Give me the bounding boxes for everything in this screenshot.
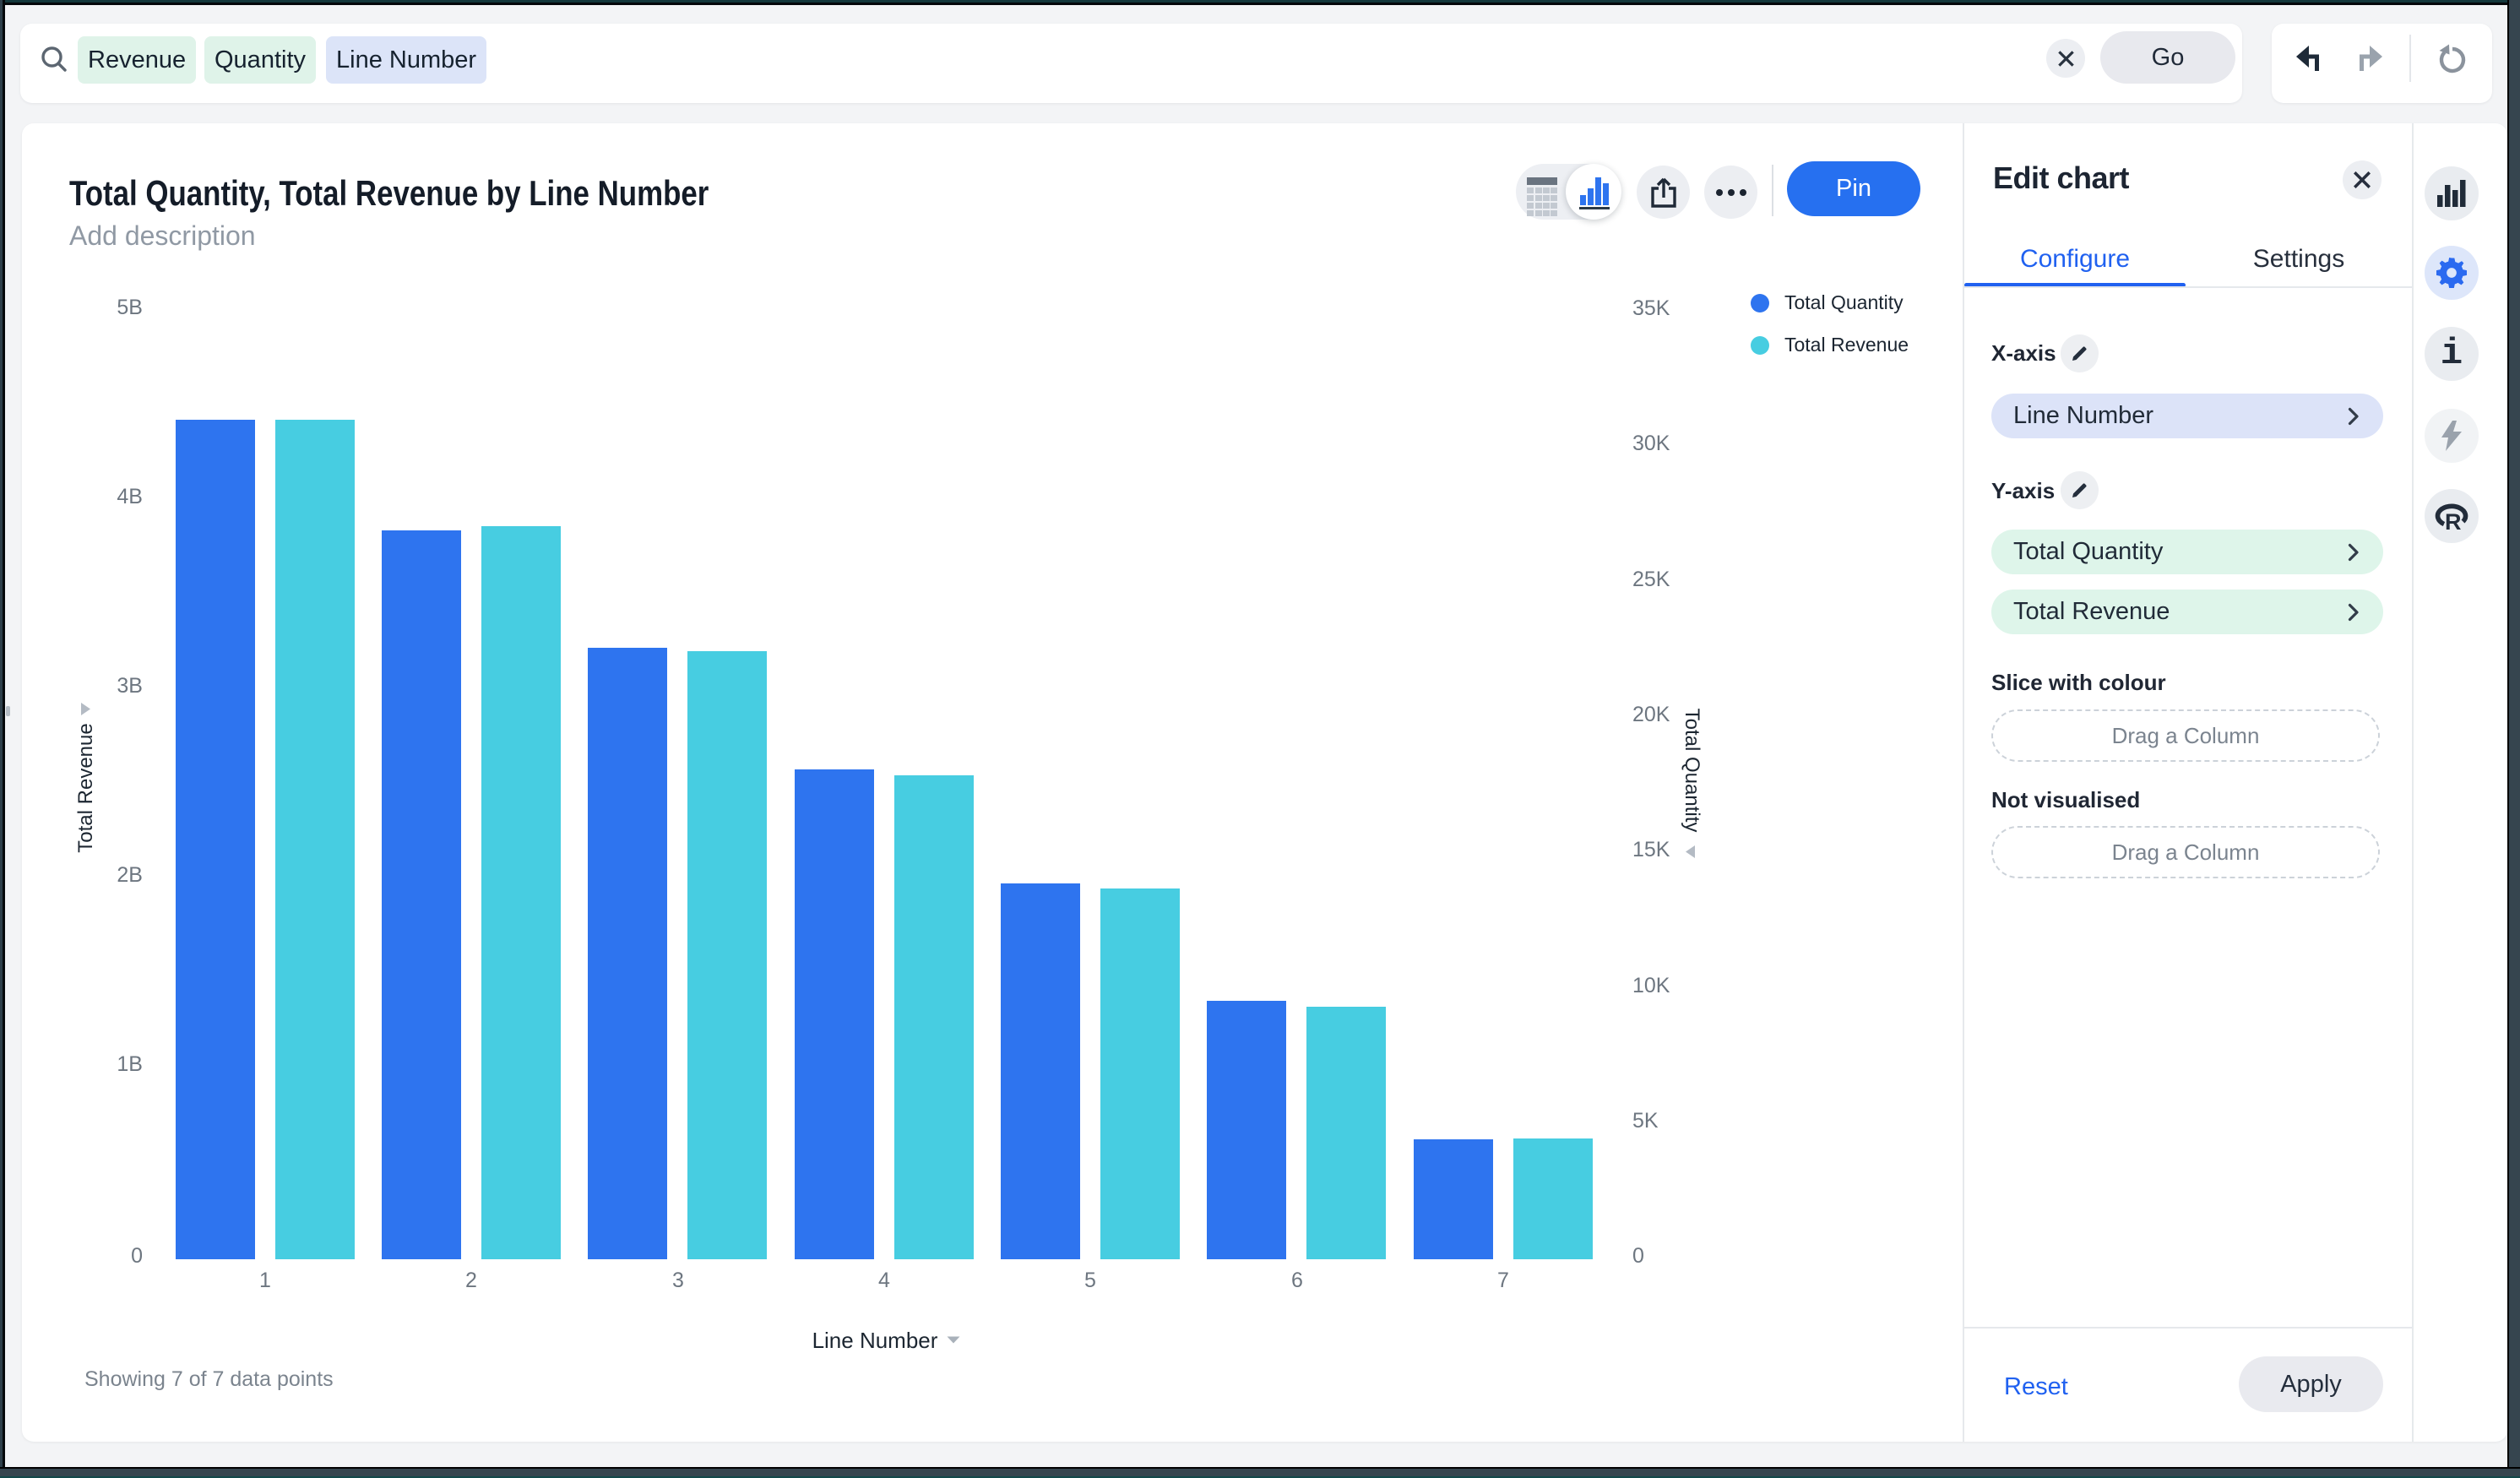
- svg-text:R: R: [2445, 509, 2462, 530]
